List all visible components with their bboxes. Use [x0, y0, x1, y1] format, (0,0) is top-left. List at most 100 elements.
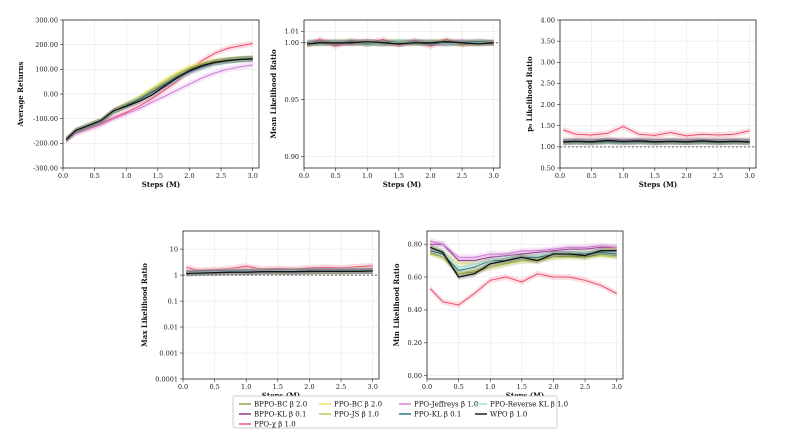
x-tick-label: 1.5 — [517, 383, 527, 391]
x-tick-label: 0.5 — [453, 383, 463, 391]
y-tick-label: 1.50 — [541, 122, 555, 130]
x-tick-label: 2.0 — [184, 172, 194, 180]
x-tick-label: 1.5 — [153, 172, 163, 180]
y-tick-label: 1.01 — [285, 28, 299, 36]
chart-max-likelihood-ratio: 0.0001 0.001 0.01 0.1 1 10 0.0 0.5 1.0 1.5 2.0 2.5 3… — [140, 230, 380, 400]
x-tick-label: 0.5 — [89, 172, 99, 180]
x-tick-label: 3.0 — [489, 172, 499, 180]
series-line-ppo_chi — [186, 265, 373, 272]
y-axis-label: Max Likelihood Ratio — [140, 263, 149, 347]
y-tick-label: 2.00 — [541, 101, 555, 109]
y-tick-label: -100.00 — [33, 115, 58, 123]
x-tick-label: 1.0 — [241, 383, 251, 391]
legend-label-wpo: WPO β 1.0 — [490, 410, 527, 418]
y-tick-label: 100.00 — [35, 66, 58, 74]
x-axis-label: Steps (M) — [639, 180, 677, 189]
series-band-ppo_chi — [66, 40, 253, 143]
series-line-wpo — [186, 270, 373, 275]
y-axis-label: p₀ Likelihood Ratio — [525, 56, 534, 132]
y-tick-label: 0.50 — [541, 164, 555, 172]
series-band-ppo_jeff — [307, 38, 494, 47]
series-band-ppo_chi — [563, 123, 750, 139]
series-line-wpo — [429, 246, 617, 278]
y-axis-label: Mean Likelihood Ratio — [269, 49, 278, 139]
chart-p0-likelihood-ratio: 0.50 1.00 1.50 2.00 2.50 3.00 3.50 4.00 0.0 0.5 1.… — [525, 16, 757, 189]
series-line-ppo_rkl — [186, 269, 373, 274]
x-tick-label: 2.5 — [216, 172, 226, 180]
series-line-wpo — [307, 40, 494, 45]
x-tick-label: 1.0 — [618, 172, 628, 180]
legend-label-ppo_rkl: PPO-Reverse KL β 1.0 — [490, 400, 568, 408]
y-tick-label: 10 — [170, 245, 178, 253]
x-tick-label: 2.5 — [457, 172, 467, 180]
x-tick-label: 0.0 — [299, 172, 309, 180]
series-line-ppo_chi — [563, 126, 750, 137]
series-band-ppo_jeff — [430, 237, 617, 261]
y-tick-label: 0.20 — [408, 339, 422, 347]
x-tick-label: 0.0 — [58, 172, 68, 180]
series-line-ppo_chi — [429, 273, 617, 306]
y-tick-label: 0.01 — [164, 323, 178, 331]
series-band-ppo_bc — [430, 244, 617, 267]
y-tick-label: 300.00 — [35, 16, 58, 24]
x-axis-label: Steps (M) — [142, 180, 180, 189]
series-band-bppo_kl — [430, 241, 617, 264]
y-axis-label: Min Likelihood Ratio — [392, 263, 401, 346]
series-line-ppo_js — [430, 253, 617, 275]
series-band-ppo_rkl — [307, 38, 494, 47]
x-tick-label: 1.0 — [362, 172, 372, 180]
y-tick-label: 2.50 — [541, 80, 555, 88]
y-tick-label: 0.95 — [285, 96, 299, 104]
x-tick-label: 1.0 — [121, 172, 131, 180]
x-tick-label: 3.0 — [368, 383, 378, 391]
series-band-ppo_jeff — [66, 61, 253, 143]
x-tick-label: 0.5 — [330, 172, 340, 180]
x-tick-label: 1.5 — [650, 172, 660, 180]
legend-label-ppo_jeff: PPO-Jeffreys β 1.0 — [414, 400, 478, 408]
legend: BPPO-BC β 2.0 PPO-BC β 2.0 PPO-Jeffreys β … — [232, 395, 568, 428]
y-axis-label: Average Returns — [16, 61, 25, 127]
series-line-ppo_jeff — [65, 64, 253, 141]
series-line-ppo_chi — [306, 38, 494, 47]
chart-average-returns: -300.00 -200.00 -100.00 0.00 100.00 200.00 300… — [16, 16, 260, 189]
x-tick-label: 3.0 — [745, 172, 755, 180]
legend-label-ppo_bc: PPO-BC β 2.0 — [334, 400, 382, 408]
series-line-wpo — [65, 58, 253, 141]
y-tick-label: 1.00 — [285, 39, 299, 47]
x-tick-label: 2.0 — [681, 172, 691, 180]
legend-label-ppo_chi: PPO-χ β 1.0 — [254, 420, 296, 428]
y-tick-label: 0.00 — [408, 372, 422, 380]
y-tick-label: 0.001 — [159, 349, 178, 357]
x-tick-label: 0.5 — [209, 383, 219, 391]
series-line-wpo — [563, 139, 750, 143]
x-tick-label: 3.0 — [612, 383, 622, 391]
y-tick-label: 3.00 — [541, 59, 555, 67]
y-tick-label: 200.00 — [35, 41, 58, 49]
series-line-bppo_kl — [430, 243, 617, 262]
y-tick-label: 1.00 — [541, 143, 555, 151]
series-band-wpo — [430, 244, 617, 280]
y-tick-label: 0.00 — [44, 90, 58, 98]
series-band-ppo_kl — [307, 38, 494, 47]
x-tick-label: 2.5 — [336, 383, 346, 391]
x-tick-label: 1.0 — [485, 383, 495, 391]
series-line-ppo_chi — [65, 42, 253, 141]
x-tick-label: 2.0 — [548, 383, 558, 391]
y-tick-label: 0.60 — [408, 273, 422, 281]
series-band-ppo_chi — [430, 270, 617, 308]
y-tick-label: 0.40 — [408, 306, 422, 314]
axes-frame — [182, 230, 380, 380]
x-tick-label: 2.0 — [425, 172, 435, 180]
x-tick-label: 0.5 — [586, 172, 596, 180]
y-tick-label: 0.80 — [408, 240, 422, 248]
y-tick-label: 4.00 — [541, 16, 555, 24]
x-tick-label: 2.0 — [304, 383, 314, 391]
y-tick-label: 0.1 — [168, 297, 178, 305]
legend-label-ppo_js: PPO-JS β 1.0 — [334, 410, 379, 418]
x-tick-label: 0.0 — [555, 172, 565, 180]
series-line-ppo_jeff — [430, 240, 617, 258]
y-tick-label: 1 — [174, 271, 178, 279]
y-tick-label: -200.00 — [33, 140, 58, 148]
chart-min-likelihood-ratio: 0.00 0.20 0.40 0.60 0.80 0.0 0.5 1.0 1.5 2.0 2.5 3.… — [392, 230, 624, 400]
